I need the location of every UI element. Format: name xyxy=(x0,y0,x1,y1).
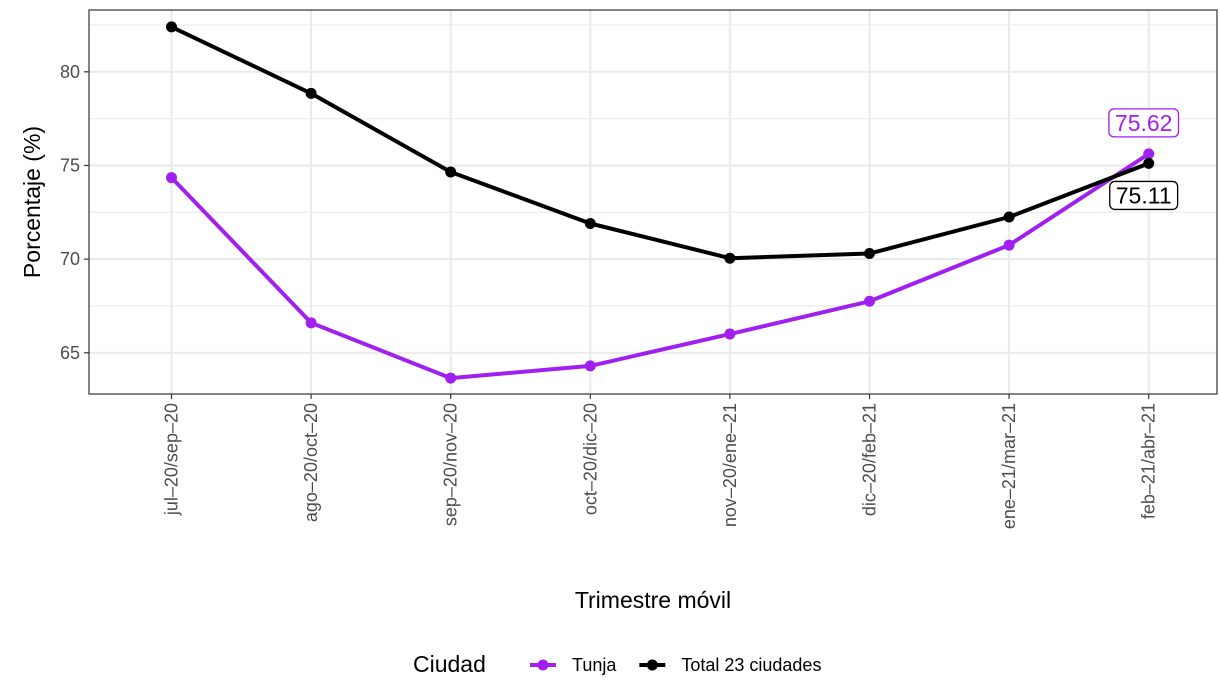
y-tick-label: 80 xyxy=(60,62,80,82)
legend-key-point xyxy=(646,659,658,671)
x-tick-label: jul‒20/sep‒20 xyxy=(162,403,182,516)
data-point xyxy=(166,172,177,184)
legend-item: Tunja xyxy=(530,655,617,675)
data-point xyxy=(1003,239,1015,251)
data-point xyxy=(445,372,457,384)
series-line xyxy=(169,151,1151,381)
x-tick-label: ago‒20/oct‒20 xyxy=(301,403,321,522)
x-tick-label: oct‒20/dic‒20 xyxy=(580,403,600,515)
data-point xyxy=(724,328,736,340)
y-axis-ticks: 65 70 75 80 xyxy=(60,62,89,363)
data-point xyxy=(864,295,875,307)
panel-border xyxy=(88,9,1218,395)
data-point xyxy=(864,248,875,260)
x-tick-label: nov‒20/ene‒21 xyxy=(720,403,740,527)
data-point xyxy=(166,21,177,33)
series-points xyxy=(166,21,1155,384)
end-label: 75.11 xyxy=(1109,180,1179,211)
x-tick-label: feb‒21/abr‒21 xyxy=(1139,403,1159,519)
x-tick-label: dic‒20/feb‒21 xyxy=(860,403,880,516)
series-line xyxy=(169,24,1151,261)
y-tick-label: 70 xyxy=(60,249,80,269)
legend-item: Total 23 ciudades xyxy=(639,655,821,675)
data-point xyxy=(305,317,317,329)
data-point xyxy=(445,166,457,178)
data-point xyxy=(584,218,596,230)
data-point xyxy=(1003,211,1015,223)
y-tick-label: 75 xyxy=(60,155,80,175)
y-axis-title: Porcentaje (%) xyxy=(19,126,45,278)
end-label-box xyxy=(1108,108,1180,138)
series-lines xyxy=(169,24,1151,381)
y-tick-label: 65 xyxy=(60,343,80,363)
x-axis-title: Trimestre móvil xyxy=(575,587,731,613)
grid xyxy=(89,10,1217,394)
legend-label: Total 23 ciudades xyxy=(681,655,821,675)
data-point xyxy=(1143,148,1155,160)
legend-key-point xyxy=(537,659,549,671)
end-label-text: 75.62 xyxy=(1115,110,1173,136)
data-point xyxy=(305,87,317,99)
legend-label: Tunja xyxy=(572,655,617,675)
legend-title: Ciudad xyxy=(413,651,486,677)
x-tick-label: sep‒20/nov‒20 xyxy=(441,403,461,526)
end-label-box xyxy=(1109,180,1179,211)
data-point xyxy=(1143,157,1155,169)
legend: Ciudad Tunja Total 23 ciudades xyxy=(413,651,821,677)
end-labels: 75.62 75.11 xyxy=(1108,108,1180,211)
data-point xyxy=(724,252,736,264)
x-axis-ticks: jul‒20/sep‒20 ago‒20/oct‒20 sep‒20/nov‒20 o… xyxy=(162,394,1159,529)
end-label-text: 75.11 xyxy=(1116,182,1172,208)
data-point xyxy=(584,360,596,372)
x-tick-label: ene‒21/mar‒21 xyxy=(999,403,1019,529)
end-label: 75.62 xyxy=(1108,108,1180,138)
